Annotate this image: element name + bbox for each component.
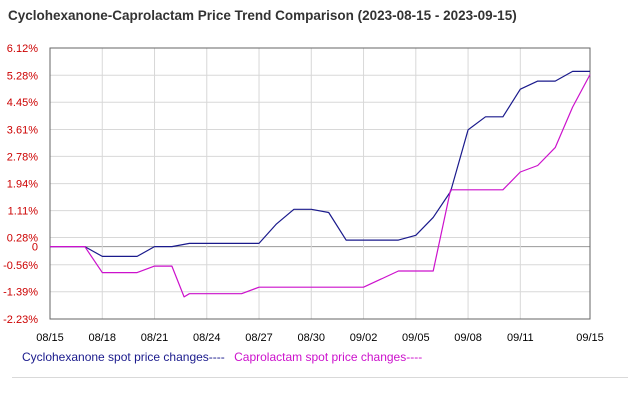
y-tick-label: 6.12% — [7, 43, 38, 55]
y-tick-label: 2.78% — [7, 151, 38, 163]
x-tick-label: 08/15 — [36, 332, 64, 344]
series-line-0 — [50, 70, 590, 257]
x-tick-label: 08/18 — [88, 332, 116, 344]
x-tick-label: 08/30 — [298, 332, 326, 344]
y-tick-label: 1.94% — [7, 179, 38, 191]
x-tick-label: 09/11 — [507, 332, 534, 344]
plot-frame — [49, 47, 591, 320]
y-tick-label: 1.11% — [8, 206, 39, 218]
y-tick-label: 0.28% — [7, 233, 38, 245]
x-tick-label: 09/02 — [350, 332, 378, 344]
x-tick-label: 09/08 — [454, 332, 482, 344]
footer-divider — [12, 377, 628, 378]
y-tick-label: 0 — [32, 242, 38, 254]
y-tick-label: -2.23% — [3, 314, 38, 326]
y-tick-label: -1.39% — [3, 287, 38, 299]
legend-item-cyclohexanone: Cyclohexanone spot price changes---- — [22, 350, 225, 364]
x-tick-label: 08/21 — [141, 332, 169, 344]
legend-item-caprolactam: Caprolactam spot price changes---- — [234, 350, 423, 364]
chart-legend: Cyclohexanone spot price changes---- Cap… — [22, 350, 428, 364]
x-tick-label: 09/15 — [576, 332, 604, 344]
y-tick-label: -0.56% — [3, 260, 38, 272]
x-tick-label: 08/24 — [193, 332, 221, 344]
y-tick-label: 3.61% — [7, 124, 38, 136]
y-tick-label: 4.45% — [7, 97, 38, 109]
y-tick-label: 5.28% — [7, 70, 38, 82]
x-tick-label: 08/27 — [245, 332, 273, 344]
x-tick-label: 09/05 — [402, 332, 430, 344]
chart-title: Cyclohexanone-Caprolactam Price Trend Co… — [8, 8, 517, 23]
series-line-1 — [50, 74, 591, 298]
